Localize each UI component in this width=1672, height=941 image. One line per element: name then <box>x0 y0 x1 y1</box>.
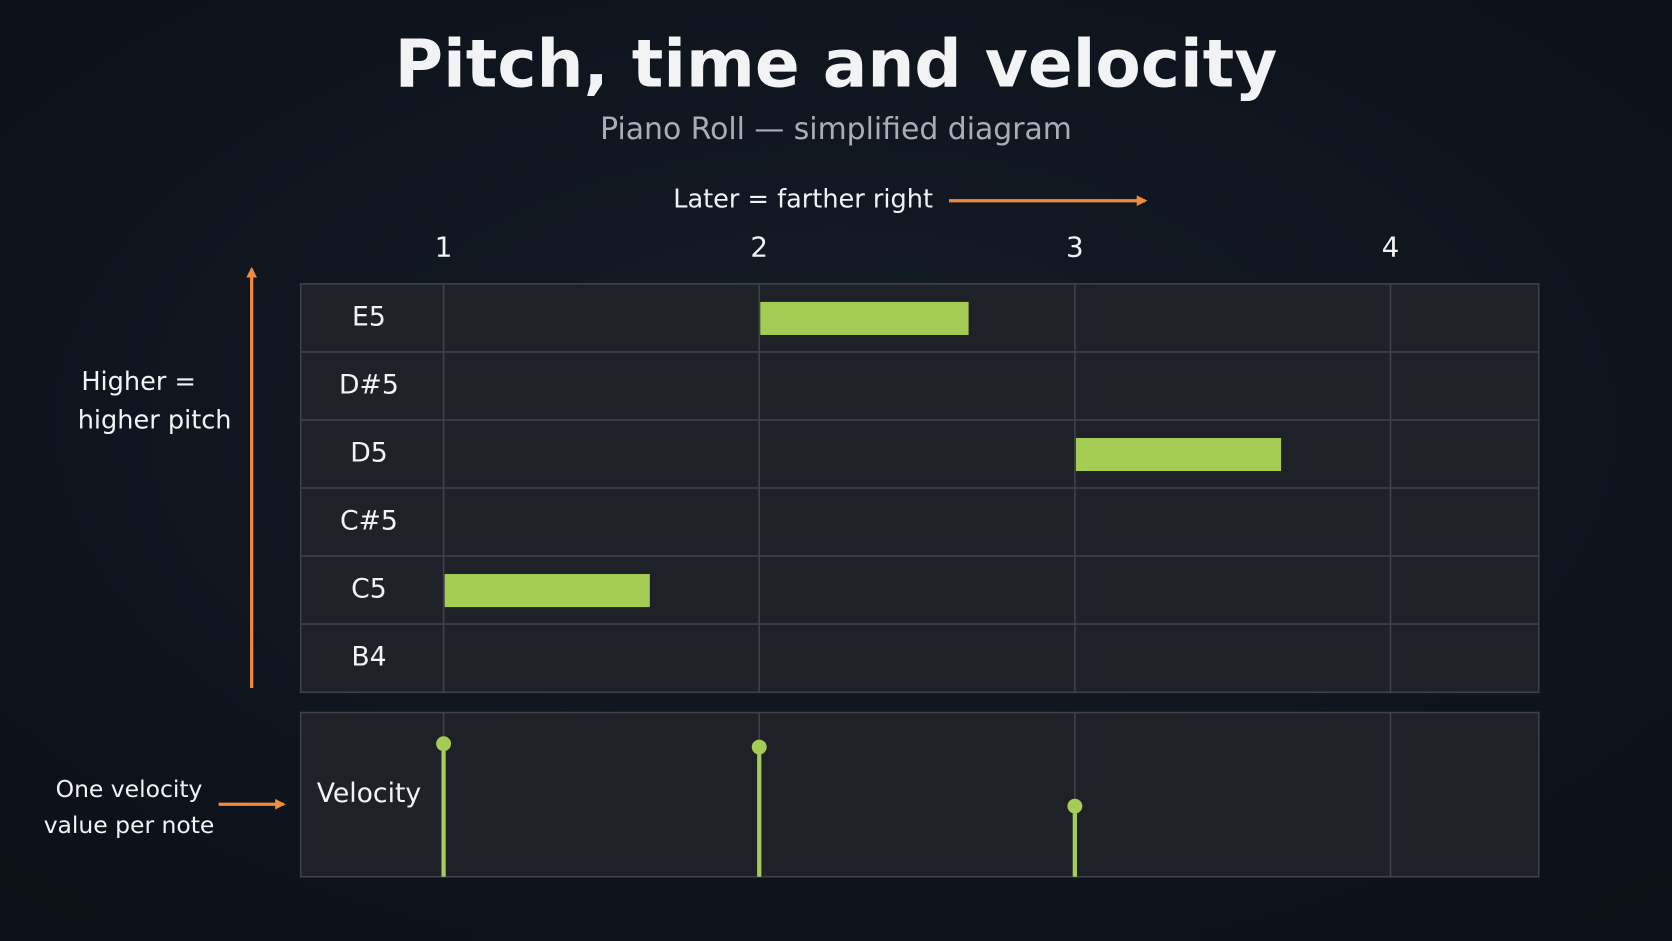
velocity-panel <box>299 711 1540 878</box>
beat-label: 2 <box>750 231 768 264</box>
note <box>444 574 650 608</box>
velocity-label: Velocity <box>317 778 422 809</box>
beat-label: 4 <box>1382 231 1400 264</box>
pitch-label: C5 <box>351 574 387 605</box>
velocity-dot <box>436 736 452 752</box>
note <box>760 301 969 335</box>
pitch-label: B4 <box>351 642 386 673</box>
pitch-label: E5 <box>352 301 386 332</box>
note <box>1075 437 1282 472</box>
beat-label: 3 <box>1066 231 1084 264</box>
pitch-label: D5 <box>350 437 387 468</box>
pitch-label: C#5 <box>340 506 398 537</box>
pitch-label: Higher = <box>81 367 196 397</box>
beat-label: 1 <box>435 231 453 264</box>
time-label: Later = farther right <box>673 185 933 215</box>
pitch-label: D#5 <box>339 369 399 400</box>
subtitle: Piano Roll — simplified diagram <box>600 112 1072 147</box>
velocity-note: value per note <box>44 811 215 839</box>
velocity-note: One velocity <box>56 775 203 803</box>
pitch-label: higher pitch <box>78 405 232 435</box>
title: Pitch, time and velocity <box>395 26 1278 103</box>
velocity-dot <box>751 739 767 755</box>
velocity-dot <box>1067 798 1083 814</box>
